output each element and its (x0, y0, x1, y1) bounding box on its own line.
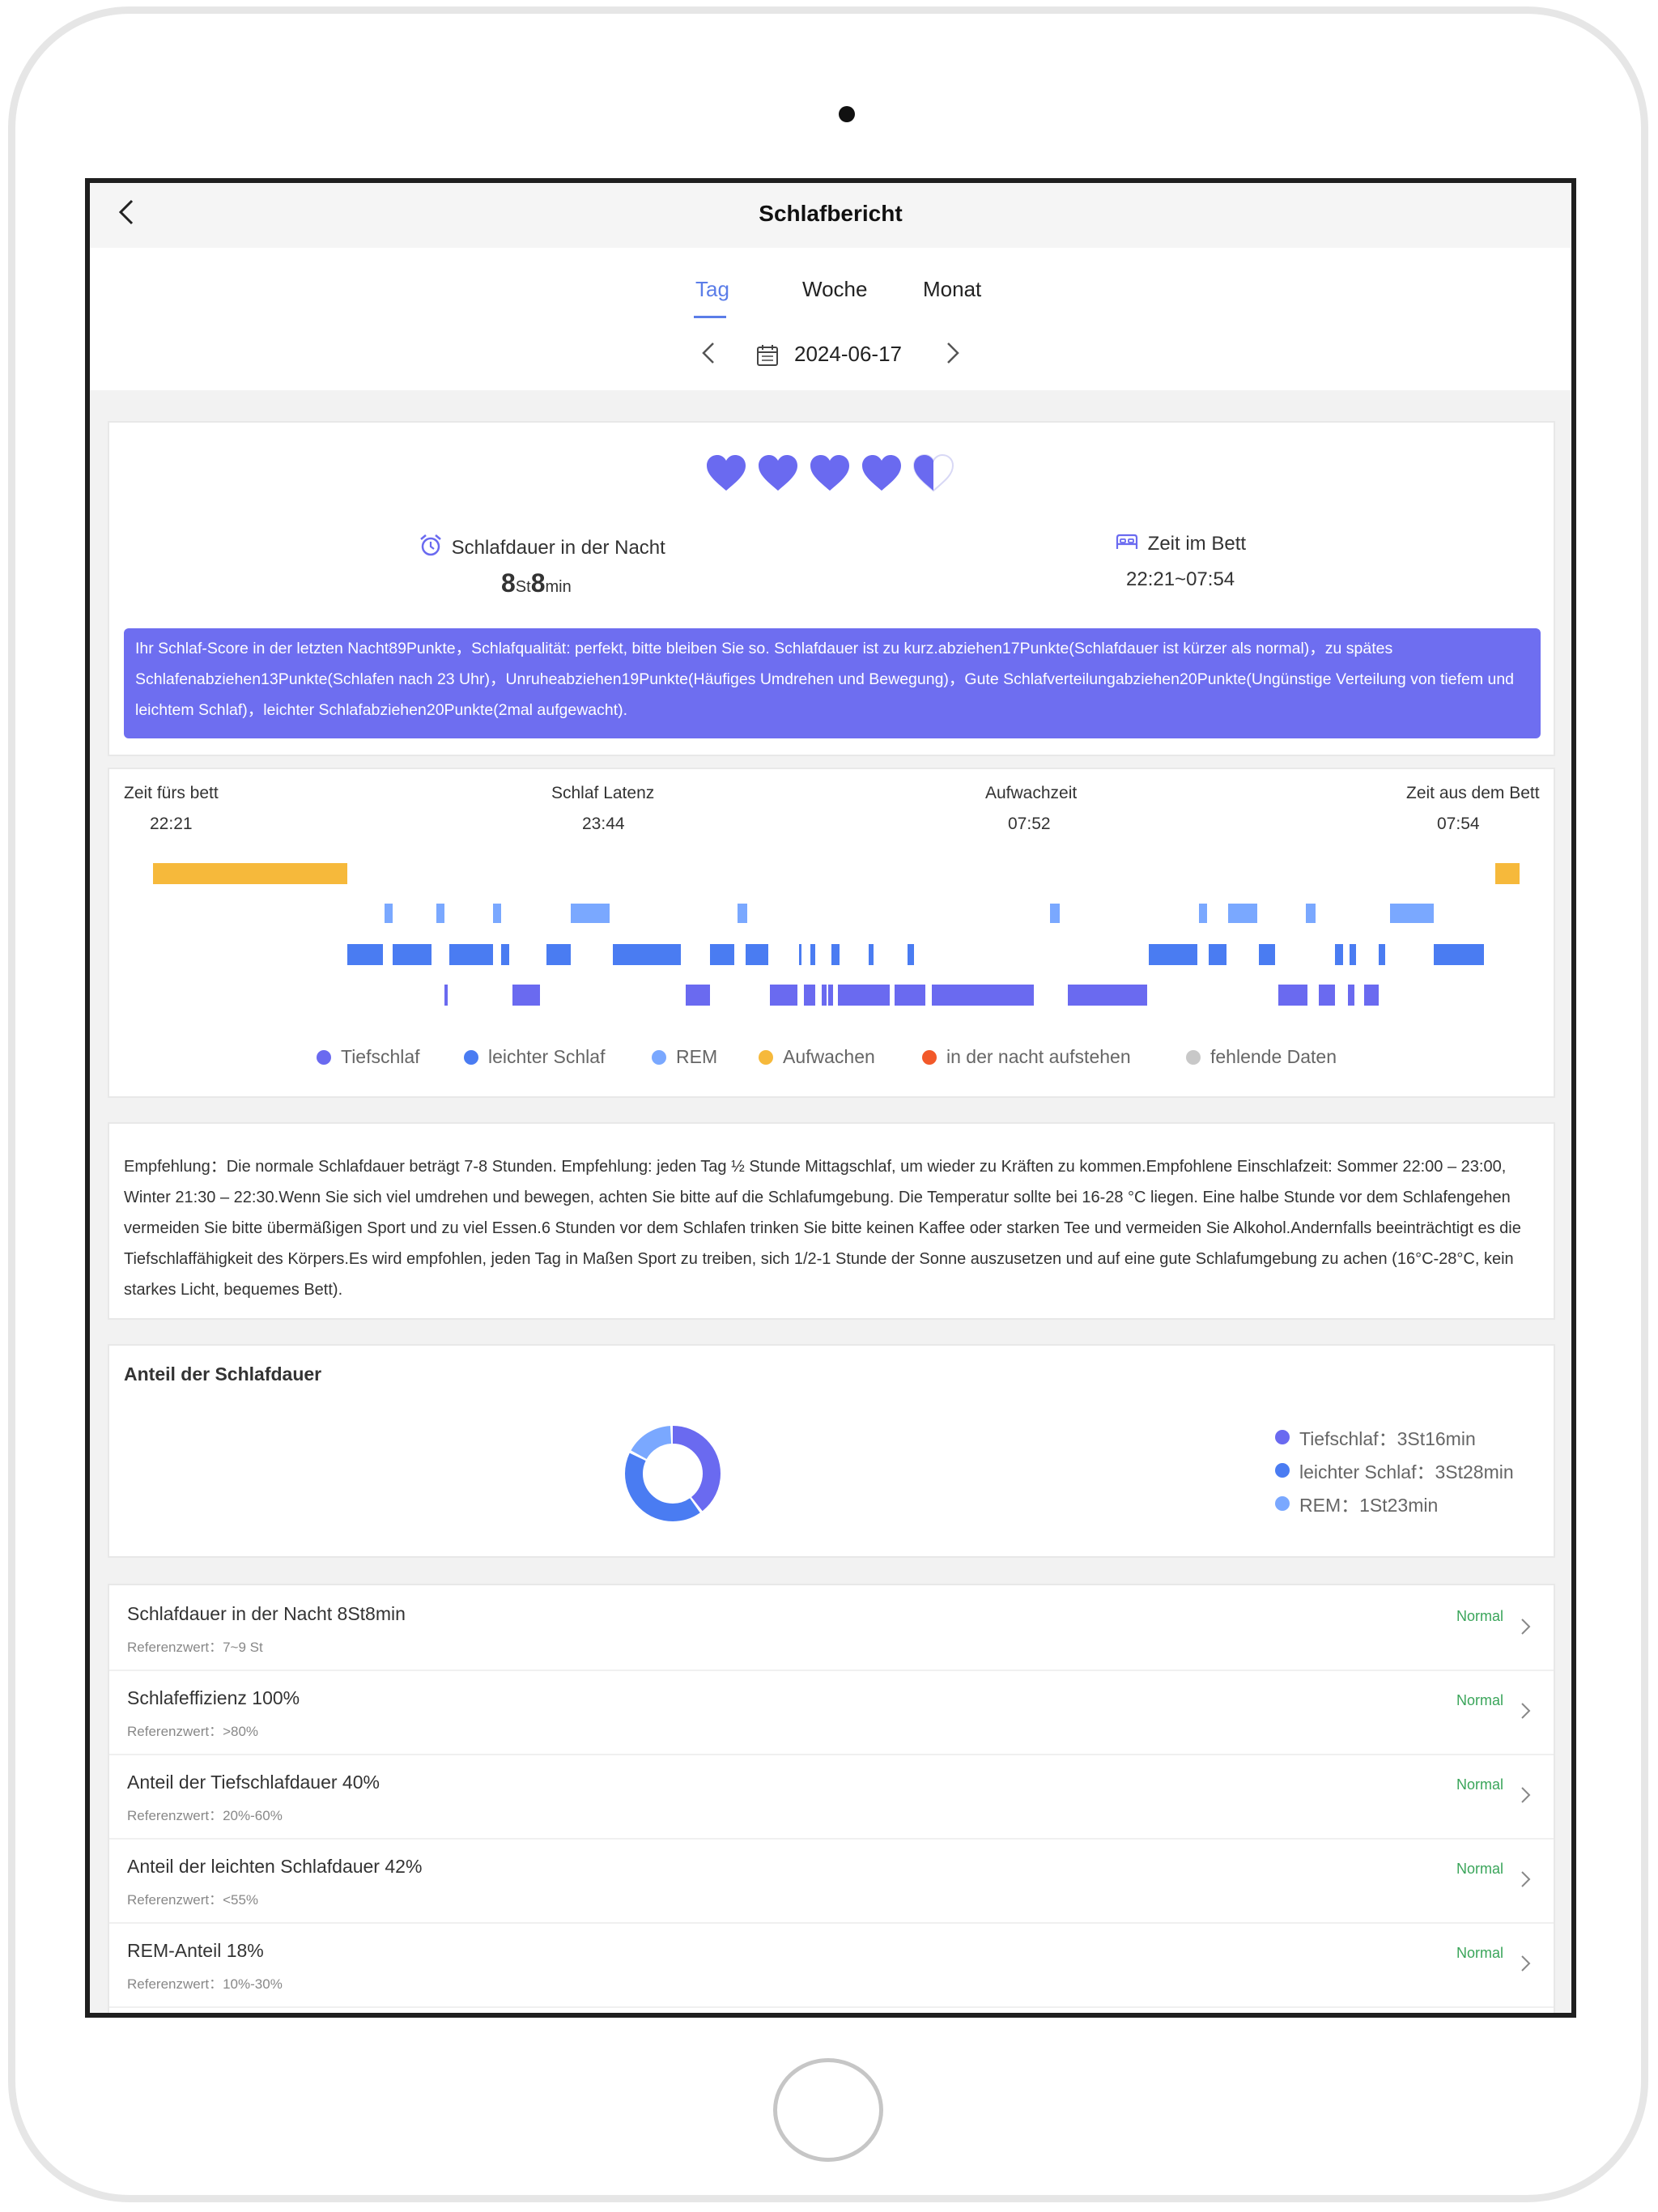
proportion-legend-deep: Tiefschlaf：3St16min (1275, 1423, 1476, 1451)
metric-row-light-share[interactable]: Anteil der leichten Schlafdauer 42% Refe… (109, 1838, 1554, 1924)
legend-missing-data: fehlende Daten (1186, 1046, 1337, 1068)
proportion-title: Anteil der Schlafdauer (124, 1363, 322, 1385)
metric-reference: Referenzwert：20%-60% (127, 1808, 283, 1823)
home-button[interactable] (773, 2058, 883, 2162)
current-date[interactable]: 2024-06-17 (794, 342, 902, 366)
time-in-bed-label: Zeit im Bett (1115, 533, 1246, 555)
period-tabs-area: Tag Woche Monat 2024-06-17 (90, 248, 1571, 390)
legend-deep-sleep: Tiefschlaf (317, 1046, 420, 1068)
date-selector: 2024-06-17 (90, 335, 1571, 371)
wake-time-label: Aufwachzeit (985, 784, 1078, 802)
metric-row-deep-share[interactable]: Anteil der Tiefschlafdauer 40% Referenzw… (109, 1754, 1554, 1840)
duration-hours-unit: St (515, 578, 531, 596)
chevron-right-icon (1521, 1703, 1531, 1719)
previous-day-icon[interactable] (699, 338, 718, 368)
donut-slice-0 (625, 1426, 721, 1521)
out-of-bed-value: 07:54 (1437, 815, 1480, 833)
app-screen: Schlafbericht Tag Woche Monat 2024-06-17 (85, 178, 1576, 2018)
legend-rem: REM (652, 1046, 717, 1068)
legend-awake: Aufwachen (759, 1046, 875, 1068)
sleep-score-card: Schlafdauer in der Nacht 8St8min Zeit im… (108, 421, 1555, 756)
time-in-bed-value: 22:21~07:54 (1126, 568, 1235, 590)
metric-title: Schlafdauer in der Nacht 8St8min (127, 1603, 406, 1624)
proportion-legend-light: leichter Schlaf：3St28min (1275, 1457, 1514, 1484)
tab-month[interactable]: Monat (923, 277, 982, 301)
back-arrow-icon[interactable] (114, 196, 138, 228)
proportion-legend-rem: REM：1St23min (1275, 1490, 1438, 1517)
duration-minutes: 8 (530, 568, 546, 598)
recommendation-card: Empfehlung：Die normale Schlafdauer beträ… (108, 1122, 1555, 1320)
latency-label: Schlaf Latenz (551, 784, 655, 802)
awake-segment (1495, 863, 1520, 884)
sleep-duration-title: Schlafdauer in der Nacht (451, 537, 665, 559)
duration-hours: 8 (501, 568, 516, 598)
metric-status: Normal (1456, 1861, 1503, 1877)
metric-reference: Referenzwert：<55% (127, 1892, 259, 1908)
sleep-timeline-card: Zeit fürs bett 22:21 Schlaf Latenz 23:44… (108, 768, 1555, 1098)
chevron-right-icon (1521, 1871, 1531, 1887)
camera-dot (839, 106, 855, 122)
metric-status: Normal (1456, 1608, 1503, 1624)
metric-title: Schlafeffizienz 100% (127, 1687, 300, 1708)
metric-status: Normal (1456, 1692, 1503, 1708)
half-heart-icon (913, 454, 954, 491)
sleep-proportion-donut (625, 1426, 721, 1521)
metric-row-duration[interactable]: Schlafdauer in der Nacht 8St8min Referen… (109, 1585, 1554, 1671)
calendar-icon[interactable] (755, 343, 780, 368)
metric-title: REM-Anteil 18% (127, 1940, 264, 1961)
legend-get-up: in der nacht aufstehen (922, 1046, 1131, 1068)
next-day-icon[interactable] (943, 338, 963, 368)
score-explanation: Ihr Schlaf-Score in der letzten Nacht89P… (124, 628, 1541, 738)
bed-icon (1116, 534, 1138, 549)
out-of-bed-label: Zeit aus dem Bett (1406, 784, 1540, 802)
awake-segment (153, 863, 347, 884)
recommendation-text: Empfehlung：Die normale Schlafdauer beträ… (124, 1158, 1521, 1299)
metric-title: Anteil der leichten Schlafdauer 42% (127, 1856, 423, 1877)
deep-sleep-segments (444, 985, 1379, 1006)
donut-slice-1 (625, 1426, 721, 1521)
latency-value: 23:44 (582, 815, 625, 833)
active-tab-indicator (694, 316, 726, 318)
top-bar: Schlafbericht (90, 183, 1571, 248)
metric-reference: Referenzwert：10%-30% (127, 1976, 283, 1992)
wake-time-value: 07:52 (1008, 815, 1051, 833)
metric-reference: Referenzwert：>80% (127, 1724, 259, 1739)
time-in-bed-title: Zeit im Bett (1147, 533, 1247, 555)
light-sleep-segments (347, 944, 1484, 965)
metric-status: Normal (1456, 1945, 1503, 1961)
metric-row-rem-share[interactable]: REM-Anteil 18% Referenzwert：10%-30% Norm… (109, 1922, 1554, 2008)
sleep-duration-value: 8St8min (501, 568, 572, 598)
sleep-proportion-card: Anteil der Schlafdauer Tiefschlaf：3St16m… (108, 1344, 1555, 1558)
chevron-right-icon (1521, 1619, 1531, 1635)
rem-segments (385, 904, 1434, 923)
tab-week[interactable]: Woche (802, 277, 868, 301)
heart-icon-3 (810, 455, 849, 491)
metric-reference: Referenzwert：7~9 St (127, 1640, 263, 1655)
metric-status: Normal (1456, 1776, 1503, 1793)
chevron-right-icon (1521, 1955, 1531, 1972)
heart-rating (707, 454, 954, 491)
heart-icon-4 (862, 455, 901, 491)
chevron-right-icon (1521, 1787, 1531, 1803)
metric-row-efficiency[interactable]: Schlafeffizienz 100% Referenzwert：>80% N… (109, 1670, 1554, 1755)
heart-icon-2 (759, 455, 797, 491)
alarm-clock-icon (420, 534, 441, 556)
metrics-list-card: Schlafdauer in der Nacht 8St8min Referen… (108, 1584, 1555, 2013)
sleep-stage-timeline (153, 863, 1520, 1006)
bed-time-label: Zeit fürs bett (124, 784, 219, 802)
page-title: Schlafbericht (759, 201, 903, 226)
legend-light-sleep: leichter Schlaf (464, 1046, 605, 1068)
tab-day[interactable]: Tag (695, 277, 729, 301)
heart-icon-1 (707, 455, 746, 491)
sleep-duration-label: Schlafdauer in der Nacht (419, 533, 665, 559)
duration-minutes-unit: min (545, 578, 572, 596)
metric-title: Anteil der Tiefschlafdauer 40% (127, 1772, 380, 1793)
bed-time-value: 22:21 (150, 815, 193, 833)
